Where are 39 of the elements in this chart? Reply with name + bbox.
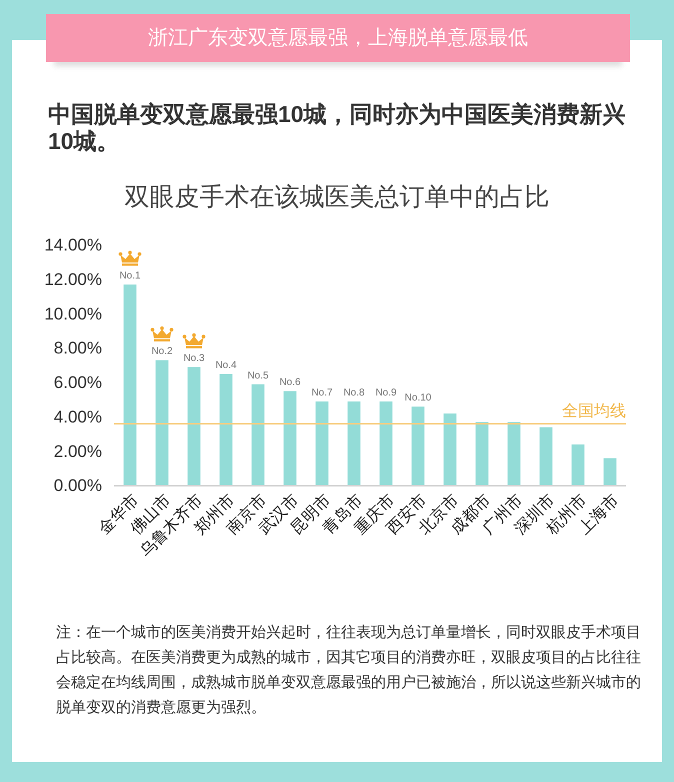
y-tick-label: 4.00% [54, 407, 102, 426]
chart-subtitle: 中国脱单变双意愿最强10城，同时亦为中国医美消费新兴10城。 [48, 101, 626, 154]
annotation: No.4 [215, 360, 237, 371]
bar [476, 422, 488, 486]
y-tick-label: 8.00% [54, 338, 102, 358]
y-tick-label: 6.00% [54, 373, 102, 392]
y-tick-label: 12.00% [44, 270, 102, 289]
bar [188, 367, 200, 486]
bar [508, 422, 520, 486]
bar [444, 413, 456, 486]
annotation: No.8 [343, 387, 365, 398]
text: 注：在一个城市的医美消费开始兴起时，往往表现为总订单量增长，同时双眼皮手术项目占比较高。在医美消费更为成熟的城市，因其它项目的消费亦旺，双眼皮项目的占比往往会稳定在均线周围，成熟城市脱单变双意愿最强的用户已被施治，所以说这些新兴城市的脱单变双的消费意愿更为强烈。 [56, 624, 641, 716]
annotation: No.3 [183, 353, 205, 364]
y-tick-label: 2.00% [54, 442, 102, 461]
annotation: No.7 [311, 387, 333, 398]
bar [284, 391, 296, 486]
y-tick-label: 10.00% [44, 304, 102, 324]
bar [380, 401, 392, 486]
annotation: No.1 [119, 270, 141, 282]
bar [220, 374, 232, 486]
bar [156, 360, 168, 486]
annotation: No.5 [247, 370, 269, 382]
bar [124, 284, 136, 486]
y-tick-label: 14.00% [44, 236, 102, 254]
bar [316, 401, 328, 486]
bar [348, 401, 360, 486]
ref-line-label: 全国均线 [562, 402, 626, 420]
annotation: No.9 [375, 387, 397, 398]
bar [540, 427, 552, 486]
bar [604, 458, 616, 486]
text: 双眼皮手术在该城医美总订单中的占比 [124, 183, 550, 211]
annotation: No.2 [151, 346, 173, 358]
annotation: No.10 [404, 392, 432, 404]
y-tick-label: 0.00% [54, 476, 102, 496]
bar [412, 406, 424, 486]
chart-title: 浙江广东变双意愿最强，上海脱单意愿最低 [148, 27, 528, 49]
bar [252, 384, 264, 486]
annotation: No.6 [279, 377, 301, 388]
bar [572, 444, 584, 486]
